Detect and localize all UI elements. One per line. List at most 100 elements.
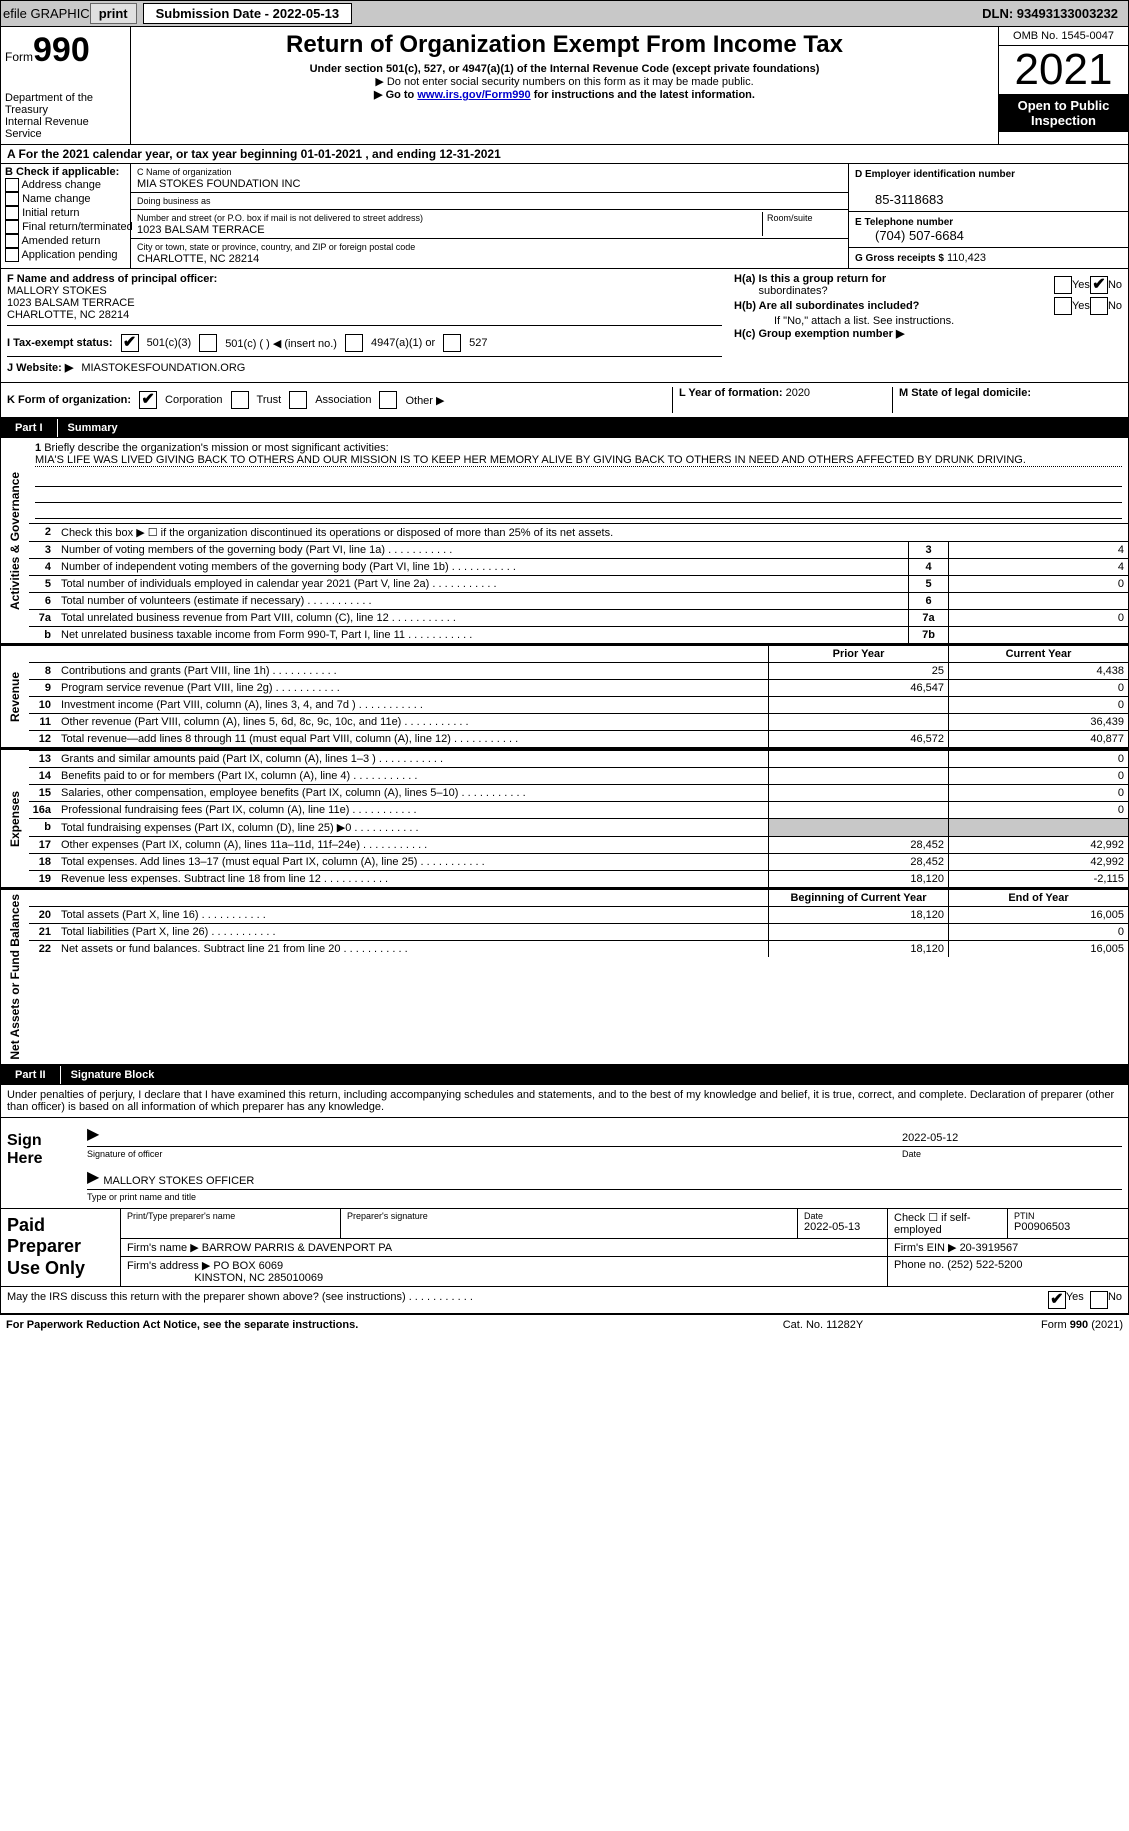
row-num: 11: [29, 714, 57, 730]
discuss-text: May the IRS discuss this return with the…: [7, 1291, 1048, 1309]
row-desc: Program service revenue (Part VIII, line…: [57, 680, 768, 696]
row-desc: Total revenue—add lines 8 through 11 (mu…: [57, 731, 768, 747]
fin-row: 15 Salaries, other compensation, employe…: [29, 784, 1128, 801]
ein-label: D Employer identification number: [855, 169, 1015, 180]
row-box-num: 3: [908, 542, 948, 558]
cb-discuss-no[interactable]: [1090, 1291, 1108, 1309]
curr-value: 0: [948, 680, 1128, 696]
yes-label: Yes: [1072, 279, 1090, 291]
cb-hb-no[interactable]: [1090, 297, 1108, 315]
cb-label: Address change: [21, 179, 101, 191]
fin-row: 19 Revenue less expenses. Subtract line …: [29, 870, 1128, 887]
cb-trust[interactable]: [231, 391, 249, 409]
print-button[interactable]: print: [90, 3, 137, 24]
fin-row: 8 Contributions and grants (Part VIII, l…: [29, 662, 1128, 679]
row-desc: Total expenses. Add lines 13–17 (must eq…: [57, 854, 768, 870]
cb-name-change[interactable]: Name change: [5, 192, 126, 206]
row-num: 2: [29, 524, 57, 541]
fin-row: 18 Total expenses. Add lines 13–17 (must…: [29, 853, 1128, 870]
row-num: b: [29, 627, 57, 643]
row-num: 3: [29, 542, 57, 558]
revenue-content: Prior Year Current Year 8 Contributions …: [29, 646, 1128, 747]
sig-line-2: ▶ MALLORY STOKES OFFICER: [87, 1167, 1122, 1190]
m-label: M State of legal domicile:: [899, 387, 1031, 399]
hb-note: If "No," attach a list. See instructions…: [734, 315, 1122, 327]
cb-discuss-yes[interactable]: [1048, 1291, 1066, 1309]
gov-row: 3 Number of voting members of the govern…: [29, 541, 1128, 558]
firm-name: BARROW PARRIS & DAVENPORT PA: [202, 1242, 392, 1254]
prep-name-label: Print/Type preparer's name: [127, 1211, 334, 1221]
prep-row-3: Firm's address ▶ PO BOX 6069 KINSTON, NC…: [121, 1257, 1128, 1286]
row-value: 4: [948, 542, 1128, 558]
cb-app-pending[interactable]: Application pending: [5, 248, 126, 262]
cb-corp[interactable]: [139, 391, 157, 409]
footer-cat: Cat. No. 11282Y: [723, 1319, 923, 1331]
tax-exempt-label: I Tax-exempt status:: [7, 337, 113, 349]
curr-value: 42,992: [948, 854, 1128, 870]
submission-date-label: Submission Date -: [156, 6, 273, 21]
row-num: 14: [29, 768, 57, 784]
omb-number: OMB No. 1545-0047: [999, 27, 1128, 46]
cb-initial-return[interactable]: Initial return: [5, 206, 126, 220]
opt-other: Other ▶: [405, 394, 444, 407]
row-num: 10: [29, 697, 57, 713]
row-num: 9: [29, 680, 57, 696]
submission-date-box: Submission Date - 2022-05-13: [143, 3, 353, 24]
cb-other[interactable]: [379, 391, 397, 409]
cb-ha-yes[interactable]: [1054, 276, 1072, 294]
curr-value: 4,438: [948, 663, 1128, 679]
fin-row: 12 Total revenue—add lines 8 through 11 …: [29, 730, 1128, 747]
arrow-icon: ▶: [87, 1167, 99, 1187]
row-value: 0: [948, 576, 1128, 592]
firm-label: Firm's name ▶: [127, 1242, 199, 1254]
cb-4947[interactable]: [345, 334, 363, 352]
header-left: Form990 Department of the Treasury Inter…: [1, 27, 131, 144]
opt-501c: 501(c) ( ) ◀ (insert no.): [225, 337, 337, 350]
cb-501c[interactable]: [199, 334, 217, 352]
cb-assoc[interactable]: [289, 391, 307, 409]
row-num: b: [29, 819, 57, 836]
cb-final-return[interactable]: Final return/terminated: [5, 220, 126, 234]
cb-ha-no[interactable]: [1090, 276, 1108, 294]
preparer-right: Print/Type preparer's name Preparer's si…: [121, 1209, 1128, 1286]
prior-value: 46,547: [768, 680, 948, 696]
cb-label: Initial return: [22, 207, 79, 219]
row-num: 21: [29, 924, 57, 940]
part1-header: Part I Summary: [0, 418, 1129, 438]
header-sub1: Under section 501(c), 527, or 4947(a)(1)…: [137, 63, 992, 75]
row-desc: Total liabilities (Part X, line 26): [57, 924, 768, 940]
preparer-block: Paid Preparer Use Only Print/Type prepar…: [0, 1209, 1129, 1287]
part2-num: Part II: [1, 1066, 61, 1084]
prior-value: [768, 785, 948, 801]
website-label: J Website: ▶: [7, 361, 73, 374]
part1-title: Summary: [58, 419, 128, 437]
footer-left: For Paperwork Reduction Act Notice, see …: [6, 1319, 723, 1331]
ein-cell: D Employer identification number 85-3118…: [849, 164, 1128, 212]
form-prefix: Form: [5, 50, 33, 64]
prior-value: 28,452: [768, 837, 948, 853]
form-num: 990: [33, 31, 90, 69]
cb-hb-yes[interactable]: [1054, 297, 1072, 315]
row-desc: Professional fundraising fees (Part IX, …: [57, 802, 768, 818]
ha-label: H(a) Is this a group return for: [734, 273, 886, 285]
officer-name: MALLORY STOKES: [7, 285, 107, 297]
firm-addr: PO BOX 6069: [213, 1260, 283, 1272]
expense-content: 13 Grants and similar amounts paid (Part…: [29, 750, 1128, 887]
row-num: 7a: [29, 610, 57, 626]
hb-label: H(b) Are all subordinates included?: [734, 300, 919, 312]
city-label: City or town, state or province, country…: [137, 242, 415, 252]
net-header-row: Beginning of Current Year End of Year: [29, 890, 1128, 906]
cb-amended[interactable]: Amended return: [5, 234, 126, 248]
prior-value: 18,120: [768, 907, 948, 923]
cb-501c3[interactable]: [121, 334, 139, 352]
addr-label: Number and street (or P.O. box if mail i…: [137, 213, 423, 223]
room-label: Room/suite: [767, 213, 813, 223]
cb-527[interactable]: [443, 334, 461, 352]
ptin-value: P00906503: [1014, 1221, 1070, 1233]
address-cell: Number and street (or P.O. box if mail i…: [131, 210, 848, 239]
irs-link[interactable]: www.irs.gov/Form990: [417, 89, 530, 101]
cb-address-change[interactable]: Address change: [5, 178, 126, 192]
org-name: MIA STOKES FOUNDATION INC: [137, 178, 300, 190]
l-value: 2020: [786, 387, 810, 399]
row-num: 16a: [29, 802, 57, 818]
